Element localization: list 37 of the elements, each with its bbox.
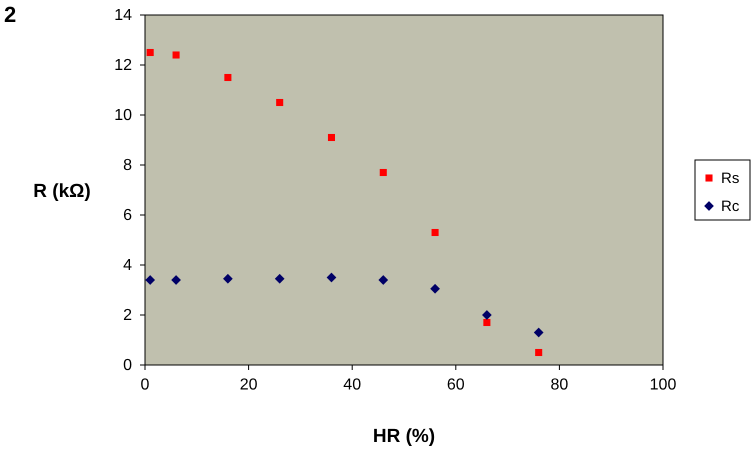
- point: [274, 274, 285, 284]
- point: [534, 328, 544, 338]
- x-axis-title: HR (%): [372, 426, 436, 447]
- point: [223, 274, 233, 284]
- point: [326, 272, 336, 282]
- legend-label: Rs: [721, 170, 740, 187]
- text: 2: [4, 2, 16, 27]
- point: [430, 284, 440, 294]
- y-tick-label: 2: [123, 307, 132, 324]
- y-tick-label: 8: [123, 157, 132, 174]
- x-tick-label: 0: [140, 376, 150, 394]
- x-tick-label: 20: [240, 376, 258, 394]
- y-tick-label: 0: [123, 357, 132, 374]
- legend-label: Rc: [721, 198, 740, 215]
- point: [482, 310, 492, 320]
- x-tick-label: 80: [550, 376, 568, 394]
- point: [378, 275, 388, 285]
- y-tick-label: 6: [123, 207, 132, 224]
- point: [483, 318, 490, 326]
- x-tick-label: 100: [650, 376, 676, 394]
- x-tick-label: 40: [343, 376, 362, 394]
- point: [328, 134, 336, 142]
- point: [146, 48, 154, 56]
- y-tick-label: 12: [114, 57, 132, 74]
- point: [432, 228, 439, 236]
- point: [276, 98, 284, 106]
- point: [535, 348, 542, 356]
- point: [380, 168, 387, 176]
- y-axis-title: R (kΩ): [33, 181, 91, 202]
- point: [224, 74, 232, 82]
- x-tick-label: 60: [446, 376, 465, 394]
- y-tick-label: 10: [114, 107, 132, 124]
- point: [172, 51, 180, 59]
- y-tick-label: 4: [123, 257, 132, 274]
- point: [171, 275, 181, 285]
- y-tick-label: 14: [114, 7, 132, 24]
- point: [145, 275, 156, 285]
